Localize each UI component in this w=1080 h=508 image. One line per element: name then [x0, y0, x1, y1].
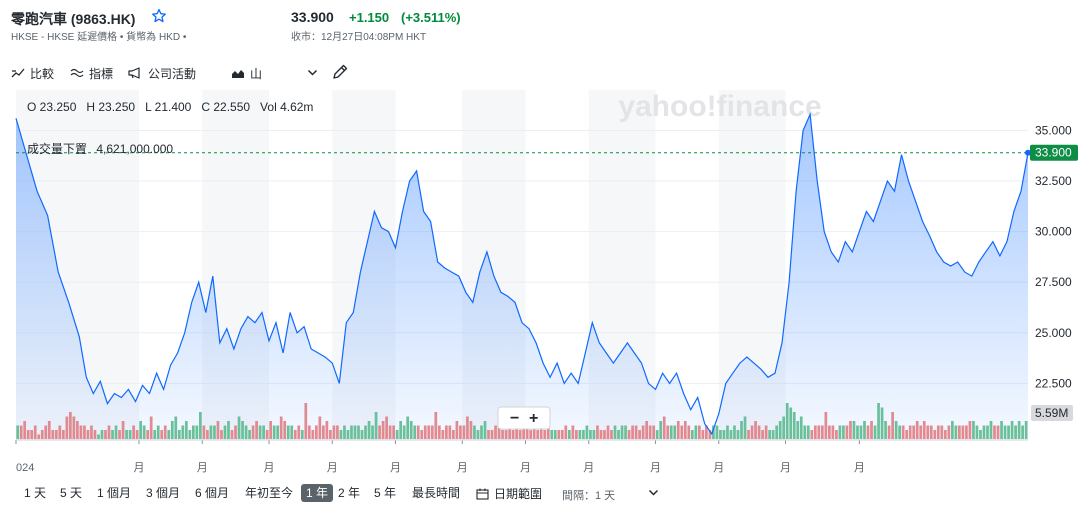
yahoo-finance-watermark: yahoo!finance [618, 90, 821, 123]
calendar-icon [476, 488, 489, 500]
range-2y[interactable]: 2 年 [338, 486, 361, 500]
range-6m[interactable]: 6 個月 [195, 486, 230, 500]
chevron-down-icon[interactable] [307, 69, 318, 77]
indicators-icon [70, 68, 84, 78]
zoom-in-button[interactable]: + [529, 410, 538, 427]
volume-badge: 5.59M [1031, 405, 1073, 421]
watchlist-star-icon[interactable] [151, 8, 167, 24]
range-5y[interactable]: 5 年 [374, 486, 397, 500]
current-price: 33.900 [291, 9, 334, 25]
range-max[interactable]: 最長時間 [412, 486, 461, 500]
x-tick-label: 月 [650, 462, 661, 474]
x-tick-label: 月 [583, 462, 594, 474]
ohlc-readout: O 23.250 H 23.250 L 21.400 C 22.550 Vol … [27, 100, 314, 114]
mountain-chart-icon [232, 70, 244, 78]
range-1d[interactable]: 1 天 [24, 486, 47, 500]
market-close-time: 收市：12月27日04:08PM HKT [291, 32, 427, 43]
interval-chevron-down-icon[interactable] [648, 489, 659, 497]
events-label: 公司活動 [148, 66, 197, 81]
range-5d[interactable]: 5 天 [60, 486, 83, 500]
price-change-percent: (+3.511%) [401, 10, 461, 25]
x-tick-label: 月 [457, 462, 468, 474]
range-3m[interactable]: 3 個月 [146, 486, 181, 500]
x-tick-label: 024 [16, 462, 34, 474]
chart-type-label: 山 [250, 66, 263, 81]
compare-label: 比較 [30, 66, 55, 81]
y-tick-label: 27.500 [1035, 275, 1072, 289]
quote-header: 零跑汽車 (9863.HK) HKSE - HKSE 延遲價格 • 貨幣為 HK… [0, 0, 1080, 50]
events-button[interactable]: 公司活動 [128, 64, 196, 82]
x-tick-label: 月 [713, 462, 724, 474]
y-tick-label: 32.500 [1035, 174, 1072, 188]
range-1m[interactable]: 1 個月 [97, 486, 132, 500]
date-range-button[interactable]: 日期範圍 [476, 485, 542, 502]
y-tick-label: 25.000 [1035, 326, 1072, 340]
zoom-out-button[interactable]: − [510, 410, 519, 427]
svg-text:5.59M: 5.59M [1035, 406, 1068, 420]
x-tick-label: 月 [327, 462, 338, 474]
price-line [15, 111, 1029, 436]
volume-readout-value: 4,621,000.000 [96, 142, 174, 156]
exchange-info: HKSE - HKSE 延遲價格 • 貨幣為 HKD • [11, 32, 187, 43]
range-ytd[interactable]: 年初至今 [245, 486, 294, 500]
x-tick-label: 月 [854, 462, 865, 474]
x-tick-label: 月 [390, 462, 401, 474]
chart-canvas[interactable]: yahoo!finance 35.000 32.500 30.000 27.500 25… [0, 88, 1080, 480]
current-price-badge: 33.900 [1030, 144, 1078, 161]
compare-icon [11, 68, 25, 78]
chart-type-dropdown[interactable]: 山 [231, 64, 262, 82]
y-tick-label: 22.500 [1035, 376, 1072, 390]
x-tick-label: 月 [264, 462, 275, 474]
price-area [16, 114, 1028, 441]
indicators-button[interactable]: 指標 [70, 64, 113, 82]
volume-readout-label: 成交量下置 [27, 142, 88, 156]
draw-pencil-icon[interactable] [331, 63, 349, 81]
price-chart[interactable]: yahoo!finance 35.000 32.500 30.000 27.500 25… [0, 88, 1080, 480]
indicators-label: 指標 [89, 66, 114, 81]
x-tick-label: 月 [133, 462, 144, 474]
x-tick-label: 月 [520, 462, 531, 474]
ticker-title: 零跑汽車 (9863.HK) [11, 11, 136, 27]
price-change: +1.150 [349, 10, 390, 25]
x-tick-label: 月 [780, 462, 791, 474]
y-tick-label: 35.000 [1035, 123, 1072, 137]
date-range-label: 日期範圍 [494, 487, 543, 501]
megaphone-icon [128, 67, 140, 79]
range-1y[interactable]: 1 年 [301, 484, 334, 502]
chart-toolbar: 比較 指標 公司活動 山 [0, 60, 1080, 86]
x-tick-label: 月 [197, 462, 208, 474]
compare-button[interactable]: 比較 [11, 64, 54, 82]
range-selector: 1 天 5 天 1 個月 3 個月 6 個月 年初至今 1 年 2 年 5 年 … [0, 480, 1080, 506]
zoom-controls: − + [497, 406, 551, 430]
svg-text:33.900: 33.900 [1035, 146, 1072, 160]
y-tick-label: 30.000 [1035, 225, 1072, 239]
interval-selector[interactable]: 間隔：1 天 [562, 490, 616, 502]
volume-readout: 成交量下置 4,621,000.000 [27, 140, 173, 157]
current-price-marker [1025, 149, 1031, 156]
